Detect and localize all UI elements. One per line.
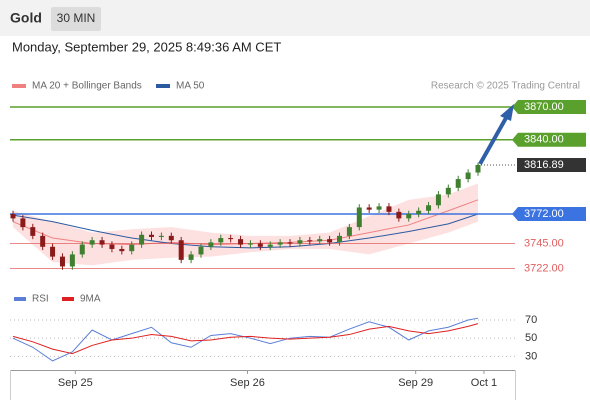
candle-body bbox=[158, 235, 164, 237]
candle-body bbox=[119, 248, 125, 252]
forecast-arrowhead bbox=[500, 104, 514, 121]
level-box bbox=[512, 207, 586, 222]
candle-body bbox=[10, 214, 16, 219]
candle-body bbox=[198, 246, 204, 255]
candle-body bbox=[336, 235, 342, 243]
candle-body bbox=[129, 244, 135, 252]
credit: Research © 2025 Trading Central bbox=[431, 81, 580, 92]
y-tick-label: 30 bbox=[525, 350, 537, 362]
candle-body bbox=[208, 242, 214, 247]
candle-body bbox=[475, 165, 481, 173]
interval-label[interactable]: 30 MIN bbox=[57, 11, 96, 25]
candle-body bbox=[139, 234, 145, 245]
legend-label: MA 20 + Bollinger Bands bbox=[32, 81, 142, 92]
candle-body bbox=[99, 240, 105, 245]
candle-body bbox=[238, 239, 244, 245]
candle-body bbox=[346, 227, 352, 236]
candle-body bbox=[267, 244, 273, 247]
candle-body bbox=[218, 238, 224, 243]
level-label: 3772.00 bbox=[524, 208, 564, 220]
candle-body bbox=[69, 254, 75, 267]
candle-body bbox=[376, 206, 382, 210]
level-label: 3870.00 bbox=[524, 101, 564, 113]
x-tick-label: Sep 26 bbox=[230, 377, 265, 389]
x-tick-label: Oct 1 bbox=[471, 377, 497, 389]
candle-body bbox=[317, 239, 323, 242]
legend-label: 9MA bbox=[80, 294, 101, 305]
candle-body bbox=[228, 238, 234, 240]
level-label: 3722.00 bbox=[524, 263, 564, 275]
level-label: 3745.00 bbox=[524, 237, 564, 249]
candle-body bbox=[435, 194, 441, 206]
candle-body bbox=[307, 240, 313, 242]
timestamp: Monday, September 29, 2025 8:49:36 AM CE… bbox=[12, 39, 281, 54]
legend-swatch bbox=[14, 297, 26, 301]
candle-body bbox=[287, 242, 293, 244]
y-tick-label: 50 bbox=[525, 332, 537, 344]
x-tick-label: Sep 29 bbox=[398, 377, 433, 389]
legend-label: RSI bbox=[32, 294, 49, 305]
legend-swatch bbox=[156, 84, 170, 88]
x-axis bbox=[10, 370, 515, 371]
legend-swatch bbox=[12, 84, 26, 88]
level-box bbox=[512, 100, 586, 115]
level-label: 3840.00 bbox=[524, 134, 564, 146]
price-box bbox=[517, 158, 586, 173]
candle-body bbox=[406, 214, 412, 219]
instrument-title: Gold bbox=[10, 10, 42, 26]
forecast-arrow bbox=[478, 117, 508, 165]
candle-body bbox=[455, 179, 461, 188]
level-box bbox=[512, 132, 586, 147]
candle-body bbox=[89, 240, 95, 245]
candle-body bbox=[356, 207, 362, 228]
x-tick-label: Sep 25 bbox=[58, 377, 93, 389]
legend-swatch bbox=[62, 297, 74, 301]
interval-badge[interactable] bbox=[51, 7, 101, 31]
candle-body bbox=[149, 234, 155, 237]
candle-body bbox=[445, 187, 451, 195]
candle-body bbox=[30, 227, 36, 236]
candle-body bbox=[426, 205, 432, 211]
candle-body bbox=[465, 172, 471, 180]
candle-body bbox=[178, 240, 184, 260]
candle-body bbox=[109, 244, 115, 249]
candle-body bbox=[297, 240, 303, 244]
legend-label: MA 50 bbox=[176, 81, 205, 92]
candle-body bbox=[188, 254, 194, 260]
candle-body bbox=[168, 235, 174, 241]
plot-layer: MA 20 + Bollinger Bands MA 50 3870.00 3840.… bbox=[10, 81, 586, 389]
axis-right bbox=[515, 370, 516, 400]
candle-body bbox=[386, 206, 392, 212]
candle-body bbox=[257, 243, 263, 247]
candle-body bbox=[327, 239, 333, 243]
candle-body bbox=[20, 218, 26, 228]
candle-body bbox=[40, 235, 46, 247]
indicator-line bbox=[12, 323, 479, 355]
candle-body bbox=[79, 244, 85, 255]
candle-body bbox=[50, 246, 56, 257]
candle-body bbox=[59, 256, 65, 267]
price-label: 3816.89 bbox=[524, 159, 564, 171]
candle-body bbox=[396, 211, 402, 219]
axis-left bbox=[10, 370, 11, 400]
candle-body bbox=[416, 210, 422, 215]
indicator-line bbox=[12, 317, 479, 362]
candle-body bbox=[366, 207, 372, 210]
candle-body bbox=[247, 243, 253, 245]
candle-body bbox=[277, 242, 283, 245]
y-tick-label: 70 bbox=[525, 314, 537, 326]
